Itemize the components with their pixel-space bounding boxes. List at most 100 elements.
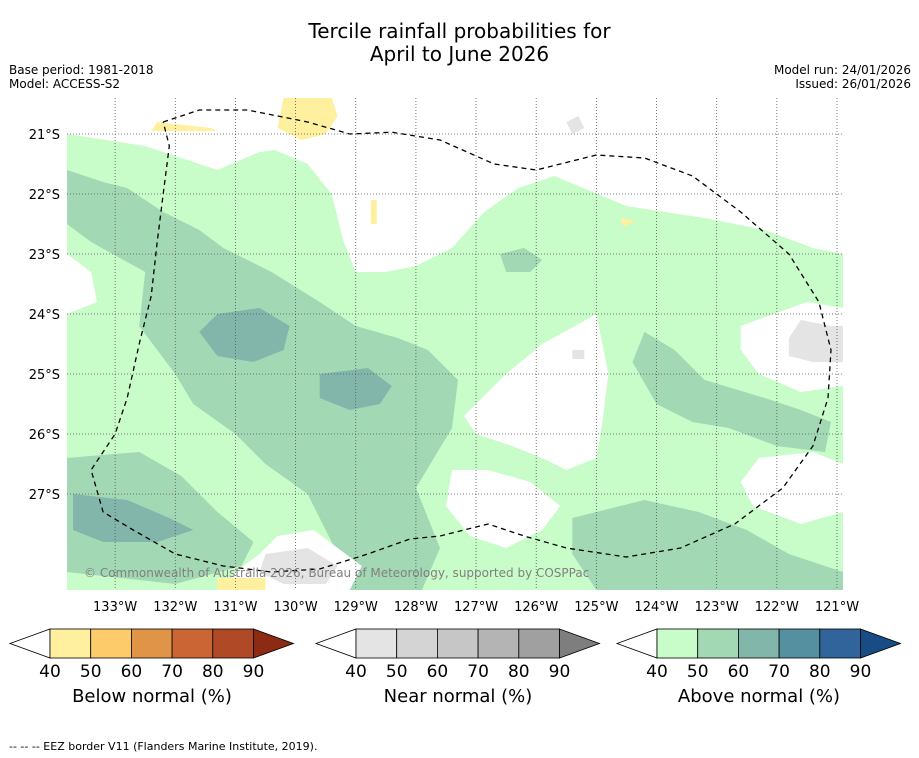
eez-border <box>90 109 832 573</box>
colorbar-below-swatch <box>90 628 132 659</box>
colorbar-below-tick: 90 <box>243 662 265 682</box>
eez-border-line <box>90 109 832 573</box>
region-near-18 <box>566 116 585 134</box>
colorbar-above-tick: 60 <box>728 662 750 682</box>
colorbar-below-swatch <box>212 628 254 659</box>
x-tick-label: 129°W <box>334 600 378 615</box>
y-tick-label: 22°S <box>29 188 60 203</box>
colorbar-above-tick: 40 <box>646 662 668 682</box>
colorbar-below-swatch <box>171 628 214 659</box>
region-above-5 <box>500 248 543 272</box>
region-none-13 <box>67 254 98 314</box>
colorbar-below-tick: 80 <box>202 662 224 682</box>
colorbar-near-swatch <box>396 628 438 659</box>
y-tick-label: 24°S <box>29 308 60 323</box>
colorbar-near-swatch <box>355 628 398 659</box>
colorbar-above-swatch <box>656 628 699 659</box>
chart-title-line-1: Tercile rainfall probabilities for <box>308 19 611 43</box>
region-below-23 <box>370 200 377 224</box>
colorbar-near-swatch <box>436 628 479 659</box>
x-tick-label: 125°W <box>574 600 618 615</box>
colorbar-below: 40 50 60 70 80 90 <box>8 628 295 682</box>
colorbar-below-low-arrow <box>8 628 51 659</box>
colorbar-above-tick: 90 <box>850 662 872 682</box>
colorbar-below-swatch <box>49 628 92 659</box>
colorbar-above-swatch <box>778 628 821 659</box>
colorbar-below-tick: 50 <box>80 662 102 682</box>
colorbar-near-tick: 90 <box>549 662 571 682</box>
chart-title-line-2: April to June 2026 <box>369 42 550 66</box>
region-below-22 <box>217 578 266 590</box>
colorbar-above-tick: 50 <box>687 662 709 682</box>
probability-regions <box>67 98 843 590</box>
colorbar-near-tick: 60 <box>427 662 449 682</box>
region-below-24 <box>620 218 636 227</box>
x-tick-label: 122°W <box>755 600 799 615</box>
colorbar-near-tick: 50 <box>386 662 408 682</box>
colorbar-near-label: Near normal (%) <box>383 686 533 707</box>
colorbar-above-swatch <box>738 628 780 659</box>
colorbar-near-high-arrow <box>559 628 601 659</box>
x-tick-label: 123°W <box>695 600 739 615</box>
colorbar-near-low-arrow <box>314 628 357 659</box>
model-run-date: Model run: 24/01/2026 <box>773 63 911 77</box>
y-tick-label: 27°S <box>29 488 60 503</box>
colorbar-near: 40 50 60 70 80 90 <box>314 628 601 682</box>
region-above-1 <box>67 170 458 590</box>
colorbar-near-tick: 70 <box>467 662 489 682</box>
y-tick-label: 23°S <box>29 248 60 263</box>
y-tick-label: 21°S <box>29 128 60 143</box>
colorbar-above-swatch <box>819 628 861 659</box>
region-above-0 <box>67 134 843 590</box>
chart-title: Tercile rainfall probabilities for April… <box>0 20 919 66</box>
model-name: Model: ACCESS-S2 <box>9 77 121 91</box>
colorbar-near-tick: 80 <box>508 662 530 682</box>
region-above-8 <box>572 500 843 590</box>
region-none-12 <box>740 452 843 524</box>
metadata-right: Model run: 24/01/2026 Issued: 26/01/2026 <box>774 63 911 91</box>
colorbar-above: 40 50 60 70 80 90 <box>615 628 902 682</box>
colorbar-near-swatch <box>518 628 560 659</box>
colorbar-above-tick: 80 <box>809 662 831 682</box>
colorbar-near-swatch <box>477 628 520 659</box>
colorbar-below-label: Below normal (%) <box>72 686 232 707</box>
colorbar-above-high-arrow <box>860 628 902 659</box>
region-near-16 <box>788 320 843 362</box>
colorbar-below-tick: 40 <box>39 662 61 682</box>
x-tick-label: 133°W <box>93 600 137 615</box>
region-above-4 <box>632 332 831 452</box>
x-tick-label: 121°W <box>815 600 859 615</box>
y-tick-label: 26°S <box>29 428 60 443</box>
x-tick-label: 127°W <box>454 600 498 615</box>
region-below-20 <box>277 98 338 140</box>
colorbar-near-tick: 40 <box>345 662 367 682</box>
region-none-11 <box>446 470 561 548</box>
metadata-left: Base period: 1981-2018 Model: ACCESS-S2 <box>9 63 154 91</box>
colorbar-below-swatch <box>130 628 173 659</box>
x-tick-label: 126°W <box>514 600 558 615</box>
base-period: Base period: 1981-2018 <box>9 63 154 77</box>
x-tick-label: 132°W <box>153 600 197 615</box>
y-tick-labels: 21°S 22°S 23°S 24°S 25°S 26°S 27°S <box>29 128 60 503</box>
region-above-2 <box>199 308 290 362</box>
x-tick-labels: 133°W 132°W 131°W 130°W 129°W 128°W 127°W 126°W… <box>93 600 859 615</box>
y-tick-label: 25°S <box>29 368 60 383</box>
eez-legend-note: -- -- -- EEZ border V11 (Flanders Marine… <box>9 740 318 753</box>
colorbar-below-tick: 70 <box>161 662 183 682</box>
x-tick-label: 128°W <box>394 600 438 615</box>
colorbars: 40 50 60 70 80 90 40 50 60 70 80 90 40 50 60 70 80 90 <box>8 628 902 682</box>
region-near-17 <box>259 548 338 584</box>
region-below-21 <box>151 122 218 131</box>
region-none-9 <box>67 98 843 272</box>
graticule <box>67 98 843 590</box>
colorbar-below-high-arrow <box>253 628 295 659</box>
colorbar-above-low-arrow <box>615 628 658 659</box>
x-tick-label: 124°W <box>634 600 678 615</box>
copyright-text: © Commonwealth of Australia 2026, Bureau… <box>84 566 589 580</box>
colorbar-above-label: Above normal (%) <box>677 686 841 707</box>
colorbar-above-swatch <box>697 628 739 659</box>
x-tick-label: 130°W <box>274 600 318 615</box>
region-near-19 <box>572 350 585 359</box>
colorbar-below-tick: 60 <box>121 662 143 682</box>
